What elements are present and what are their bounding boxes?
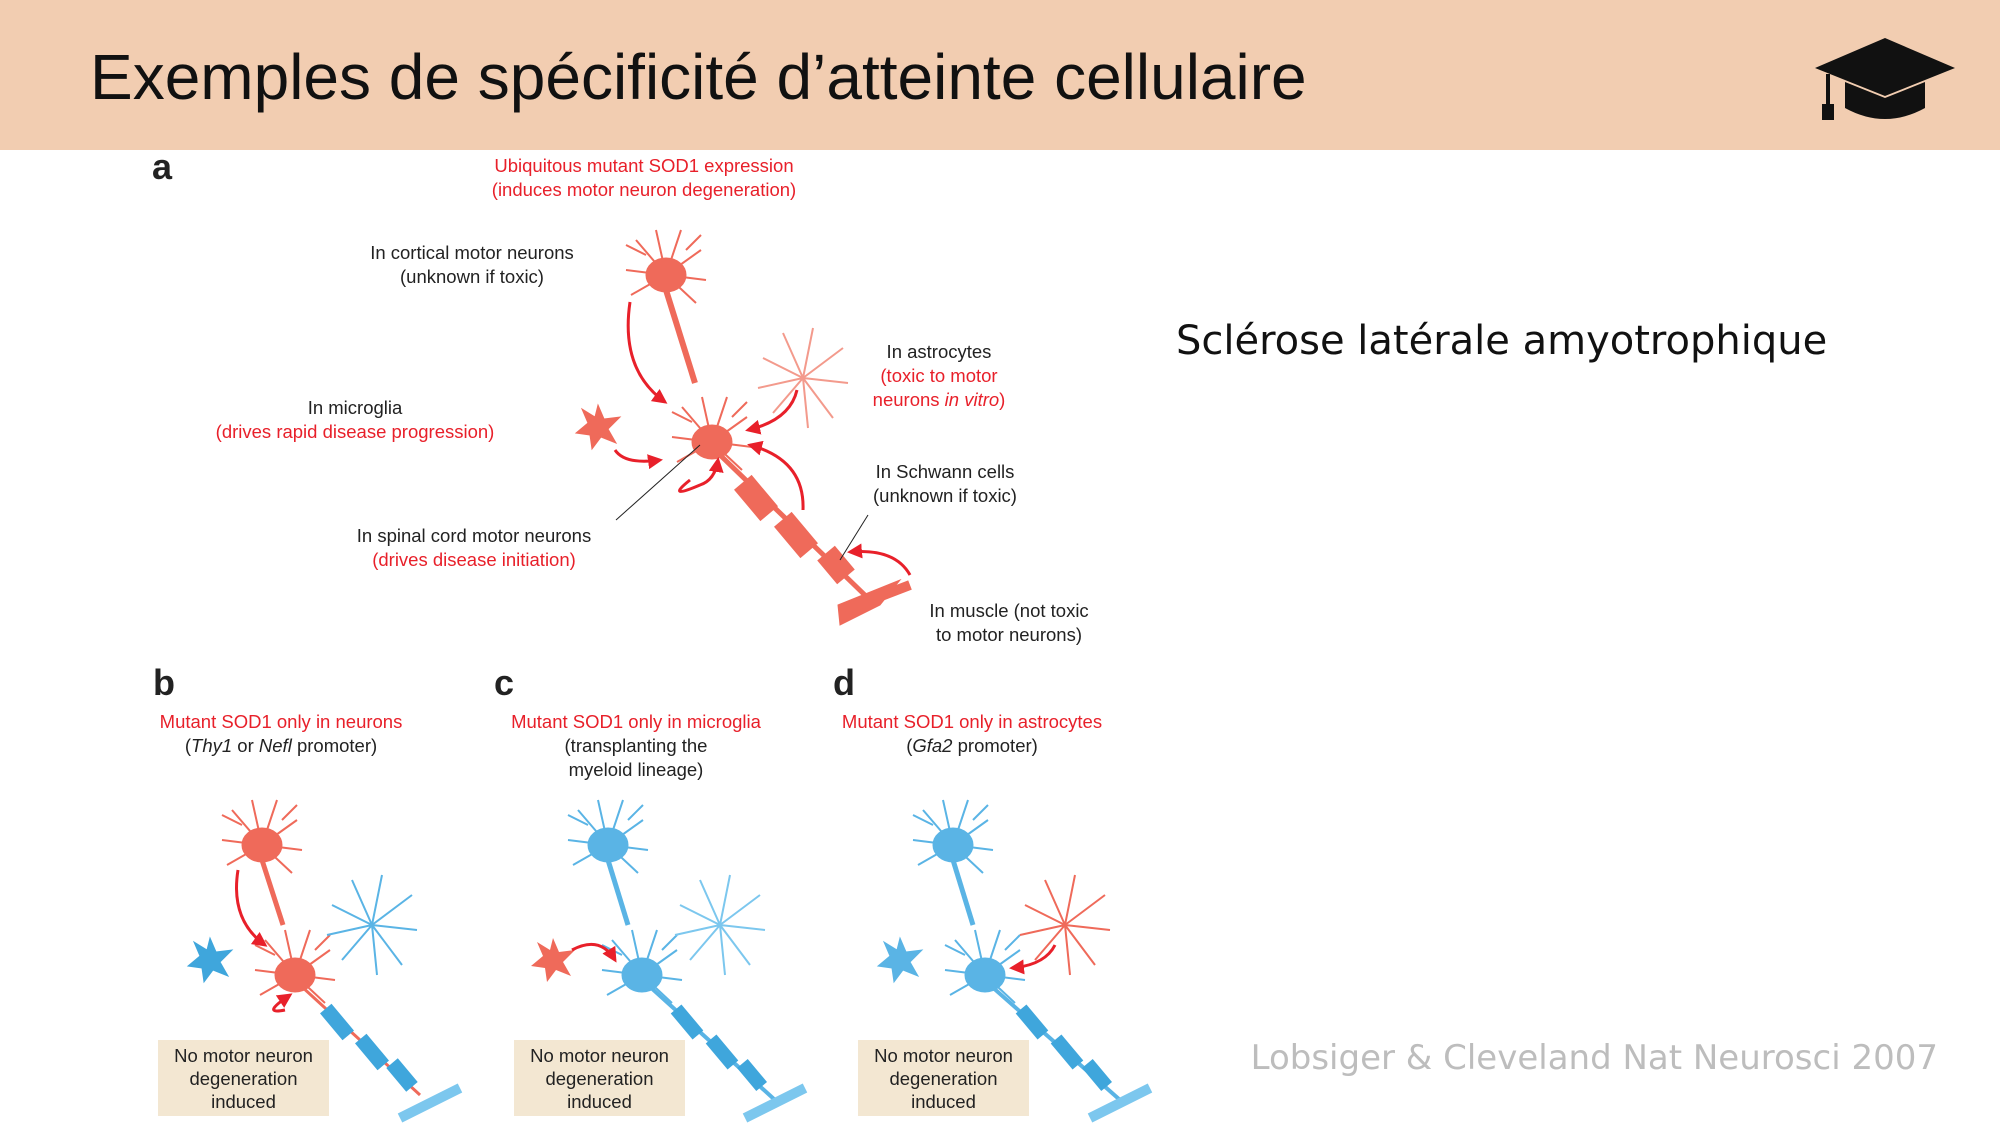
label-line: Mutant SOD1 only in neurons xyxy=(159,711,403,732)
astrocyte-label: In astrocytes (toxic to motor neurons in v… xyxy=(873,340,1006,412)
label-line: degeneration xyxy=(545,1067,654,1089)
text: Gfa2 xyxy=(912,735,953,756)
result-box-b: No motor neuron degeneration induced xyxy=(158,1040,329,1116)
text: promoter) xyxy=(291,735,378,756)
label-line: (Thy1 or Nefl promoter) xyxy=(160,734,403,758)
slide-title: Exemples de spécificité d’atteinte cellu… xyxy=(90,41,1307,113)
label-line: No motor neuron xyxy=(874,1044,1013,1066)
disease-title: Sclérose latérale amyotrophique xyxy=(1176,318,1828,364)
text: ( xyxy=(906,735,913,756)
text: in vitro xyxy=(944,389,1000,410)
panel-d-art xyxy=(877,799,1153,1123)
label-line: Mutant SOD1 only in microglia xyxy=(511,711,761,732)
graduation-cap-icon xyxy=(1815,38,1955,120)
text: ) xyxy=(999,389,1006,410)
panel-c-label: c xyxy=(494,662,515,703)
text: Nefl xyxy=(258,735,292,756)
label-line: myeloid lineage) xyxy=(568,759,704,780)
panel-c-art xyxy=(531,799,808,1123)
panel-a-label: a xyxy=(152,146,173,187)
label-line: In muscle (not toxic xyxy=(929,600,1089,621)
text: or xyxy=(232,735,259,756)
label-line: (induces motor neuron degeneration) xyxy=(491,179,797,200)
label-line: (toxic to motor xyxy=(880,365,998,386)
panel-b-label: b xyxy=(153,662,175,703)
panel-c-caption: Mutant SOD1 only in microglia (transplant… xyxy=(511,710,761,782)
label-line: Ubiquitous mutant SOD1 expression xyxy=(494,155,794,176)
citation: Lobsiger & Cleveland Nat Neurosci 2007 xyxy=(1250,1038,1938,1078)
label-line: (unknown if toxic) xyxy=(400,266,544,287)
microglia-label: In microglia (drives rapid disease progre… xyxy=(216,396,495,444)
text: Thy1 xyxy=(191,735,233,756)
panel-a-art xyxy=(575,229,912,626)
label-line: degeneration xyxy=(189,1067,298,1089)
label-line: neurons in vitro) xyxy=(873,388,1006,412)
label-line: (drives rapid disease progression) xyxy=(215,421,495,442)
label-line: (Gfa2 promoter) xyxy=(842,734,1102,758)
label-line: induced xyxy=(911,1090,976,1112)
schwann-label: In Schwann cells (unknown if toxic) xyxy=(873,460,1017,508)
label-line: In spinal cord motor neurons xyxy=(356,525,592,546)
muscle-label: In muscle (not toxic to motor neurons) xyxy=(929,599,1088,647)
label-line: No motor neuron xyxy=(530,1044,669,1066)
label-line: induced xyxy=(567,1090,632,1112)
label-line: degeneration xyxy=(889,1067,998,1089)
panel-b-art xyxy=(187,799,463,1123)
text: ( xyxy=(184,735,192,756)
label-line: Mutant SOD1 only in astrocytes xyxy=(841,711,1103,732)
text: neurons xyxy=(872,389,945,410)
spinal-label: In spinal cord motor neurons (drives dise… xyxy=(357,524,591,572)
panel-d-caption: Mutant SOD1 only in astrocytes (Gfa2 prom… xyxy=(842,710,1102,758)
label-line: to motor neurons) xyxy=(935,624,1082,645)
label-line: induced xyxy=(211,1090,276,1112)
panel-b-caption: Mutant SOD1 only in neurons (Thy1 or Nefl… xyxy=(160,710,403,758)
result-box-c: No motor neuron degeneration induced xyxy=(514,1040,685,1116)
label-line: In astrocytes xyxy=(886,341,992,362)
ubiquitous-label: Ubiquitous mutant SOD1 expression (induce… xyxy=(492,154,796,202)
text: promoter) xyxy=(952,735,1038,756)
result-box-d: No motor neuron degeneration induced xyxy=(858,1040,1029,1116)
label-line: (transplanting the xyxy=(564,735,708,756)
panel-d-label: d xyxy=(833,662,855,703)
label-line: (unknown if toxic) xyxy=(873,485,1017,506)
label-line: In microglia xyxy=(307,397,403,418)
label-line: No motor neuron xyxy=(174,1044,313,1066)
label-line: (drives disease initiation) xyxy=(372,549,576,570)
label-line: In cortical motor neurons xyxy=(370,242,574,263)
cortical-label: In cortical motor neurons (unknown if tox… xyxy=(370,241,574,289)
label-line: In Schwann cells xyxy=(875,461,1015,482)
header-bar: Exemples de spécificité d’atteinte cellu… xyxy=(0,0,2000,150)
